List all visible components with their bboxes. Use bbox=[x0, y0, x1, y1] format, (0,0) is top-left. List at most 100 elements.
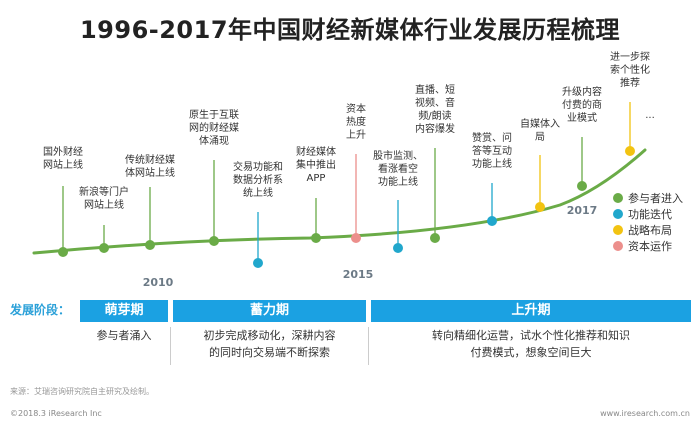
legend-item: 功能迭代 bbox=[613, 207, 672, 221]
event-dot bbox=[625, 146, 635, 156]
event-label-line: 索个性化 bbox=[610, 63, 650, 76]
event-label-line: 直播、短 bbox=[415, 83, 455, 96]
event-dot bbox=[577, 181, 587, 191]
event-label-line: 付费的商 bbox=[562, 98, 602, 111]
event-dot bbox=[145, 240, 155, 250]
stage-label: 发展阶段： bbox=[10, 303, 71, 317]
event-label-line: 内容爆发 bbox=[415, 122, 455, 135]
timeline-diagram: 国外财经网站上线新浪等门户网站上线传统财经媒体网站上线原生于互联网的财经媒体涌现… bbox=[32, 50, 683, 289]
phase-divider bbox=[368, 327, 369, 365]
event-label-line: 热度 bbox=[346, 115, 366, 128]
phase-desc-line: 初步完成移动化，深耕内容 bbox=[203, 329, 336, 342]
source-note: 来源：艾瑞咨询研究院自主研究及绘制。 bbox=[10, 387, 154, 396]
legend-item: 资本运作 bbox=[613, 239, 672, 253]
event-dot bbox=[99, 243, 109, 253]
event-label-line: 国外财经 bbox=[43, 145, 83, 158]
phase-name: 上升期 bbox=[511, 303, 551, 318]
legend-item: 参与者进入 bbox=[613, 191, 683, 205]
event-label-line: 股市监测、 bbox=[373, 149, 423, 162]
website-url: www.iresearch.com.cn bbox=[600, 409, 690, 418]
event-label-line: 数据分析系 bbox=[233, 173, 283, 186]
phase-accumulation: 蓄力期 bbox=[173, 300, 366, 322]
diagram-title: 1996-2017年中国财经新媒体行业发展历程梳理 bbox=[79, 16, 621, 44]
legend-label: 功能迭代 bbox=[628, 207, 672, 221]
legend-label: 参与者进入 bbox=[628, 191, 683, 205]
event-dot bbox=[209, 236, 219, 246]
event-label-line: 看涨看空 bbox=[378, 162, 418, 175]
phase-desc-line: 参与者涌入 bbox=[96, 329, 152, 342]
copyright: ©2018.3 iResearch Inc bbox=[10, 409, 102, 418]
legend-label: 战略布局 bbox=[628, 223, 672, 237]
event-label-line: 局 bbox=[535, 131, 545, 143]
event-label-line: 进一步探 bbox=[610, 50, 650, 63]
phase-description: 参与者涌入 bbox=[80, 327, 168, 344]
event-label-line: 视频、音 bbox=[415, 96, 455, 109]
event-label-line: 体网站上线 bbox=[125, 166, 175, 179]
year-label: 2015 bbox=[343, 268, 374, 281]
event-label-line: 财经媒体 bbox=[296, 145, 336, 158]
legend-dot bbox=[613, 241, 623, 251]
phase-desc-line: 转向精细化运营，试水个性化推荐和知识 bbox=[432, 329, 630, 342]
event-label-line: 网站上线 bbox=[43, 158, 83, 171]
phase-name: 萌芽期 bbox=[104, 303, 144, 318]
event-label-line: 上升 bbox=[346, 129, 366, 141]
event-dot bbox=[535, 202, 545, 212]
event-label-line: 推荐 bbox=[620, 76, 640, 89]
phase-description: 初步完成移动化，深耕内容 的同时向交易端不断探索 bbox=[173, 327, 366, 361]
event-label-line: 网的财经媒 bbox=[189, 121, 239, 134]
event-dot bbox=[311, 233, 321, 243]
phase-desc-line: 付费模式，想象空间巨大 bbox=[470, 346, 592, 359]
phase-description: 转向精细化运营，试水个性化推荐和知识 付费模式，想象空间巨大 bbox=[371, 327, 691, 361]
phase-desc-line: 的同时向交易端不断探索 bbox=[209, 346, 330, 359]
year-label: 2010 bbox=[143, 276, 174, 289]
event-dot bbox=[487, 216, 497, 226]
event-label-line: 集中推出 bbox=[296, 158, 336, 171]
event-label-line: 交易功能和 bbox=[233, 160, 283, 173]
event-dot bbox=[253, 258, 263, 268]
event-label-line: 频/朗读 bbox=[418, 109, 451, 122]
event-label-line: 答等互动 bbox=[472, 144, 512, 157]
event-label-line: 资本 bbox=[346, 102, 366, 115]
events-layer: 国外财经网站上线新浪等门户网站上线传统财经媒体网站上线原生于互联网的财经媒体涌现… bbox=[43, 50, 655, 268]
event-label-line: 业模式 bbox=[567, 111, 597, 124]
event-dot bbox=[58, 247, 68, 257]
year-label: 2017 bbox=[567, 204, 598, 217]
legend-label: 资本运作 bbox=[628, 239, 672, 253]
timeline-event: ... bbox=[645, 110, 655, 121]
legend-item: 战略布局 bbox=[613, 223, 672, 237]
phase-divider bbox=[170, 327, 171, 365]
event-label-line: ... bbox=[645, 110, 655, 121]
year-labels: 2010 2015 2017 bbox=[143, 204, 598, 289]
legend-dot bbox=[613, 193, 623, 203]
event-label-line: APP bbox=[307, 173, 326, 184]
phase-sprouting: 萌芽期 bbox=[80, 300, 168, 322]
event-label-line: 升级内容 bbox=[562, 85, 602, 98]
event-label-line: 赞赏、问 bbox=[472, 131, 512, 144]
event-label-line: 体涌现 bbox=[199, 135, 229, 147]
event-label-line: 自媒体入 bbox=[520, 117, 560, 130]
phase-rising: 上升期 bbox=[371, 300, 691, 322]
event-dot bbox=[351, 233, 361, 243]
phase-name: 蓄力期 bbox=[249, 303, 289, 318]
event-label-line: 网站上线 bbox=[84, 198, 124, 211]
event-dot bbox=[393, 243, 403, 253]
event-label-line: 新浪等门户 bbox=[79, 185, 129, 198]
legend-dot bbox=[613, 225, 623, 235]
legend-dot bbox=[613, 209, 623, 219]
event-label-line: 传统财经媒 bbox=[125, 153, 175, 166]
event-label-line: 统上线 bbox=[243, 186, 273, 199]
